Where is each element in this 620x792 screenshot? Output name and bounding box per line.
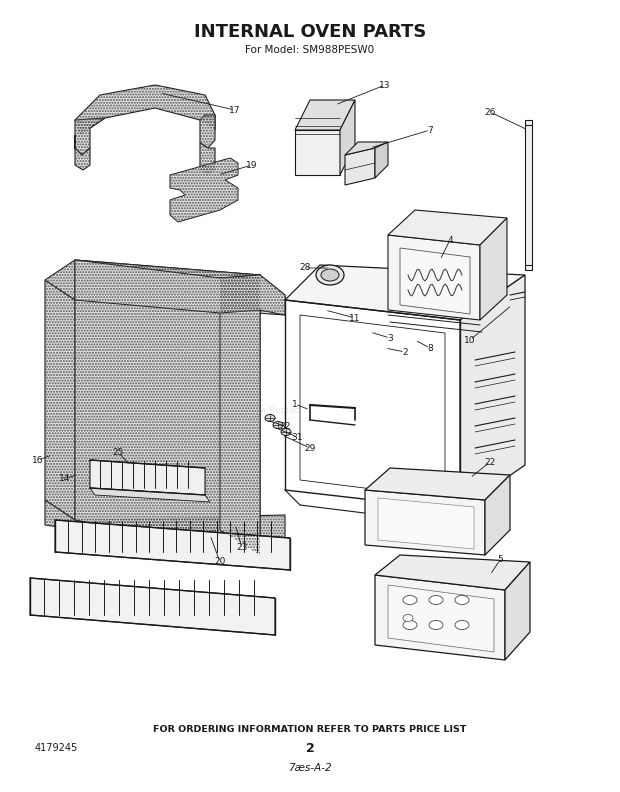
Polygon shape [375,575,505,660]
Polygon shape [378,498,474,549]
Ellipse shape [273,421,283,428]
Polygon shape [200,143,215,175]
Ellipse shape [429,620,443,630]
Ellipse shape [403,615,413,622]
Text: 13: 13 [379,81,391,89]
Text: 20: 20 [215,558,226,566]
Polygon shape [485,475,510,555]
Text: 14: 14 [60,474,71,482]
Ellipse shape [403,596,417,604]
Text: For Model: SM988PESW0: For Model: SM988PESW0 [246,45,374,55]
Polygon shape [345,148,375,185]
Polygon shape [30,578,275,635]
Polygon shape [45,500,285,555]
Polygon shape [55,520,290,570]
Text: 28: 28 [299,264,311,272]
Ellipse shape [455,620,469,630]
Polygon shape [460,275,525,510]
Text: 7: 7 [427,125,433,135]
Text: 10: 10 [464,336,476,345]
Text: FOR ORDERING INFORMATION REFER TO PARTS PRICE LIST: FOR ORDERING INFORMATION REFER TO PARTS … [153,725,467,734]
Text: 4: 4 [447,235,453,245]
Text: 32: 32 [280,421,291,431]
Polygon shape [75,118,105,155]
Ellipse shape [281,428,291,436]
Polygon shape [375,142,388,178]
Polygon shape [388,210,507,245]
Text: 16: 16 [32,455,44,464]
Polygon shape [345,142,388,155]
Polygon shape [45,280,75,520]
Polygon shape [75,260,260,555]
Polygon shape [75,85,215,135]
Polygon shape [340,100,355,175]
Polygon shape [75,135,90,170]
Text: 5: 5 [497,555,503,565]
Text: 26: 26 [484,108,495,116]
Text: 11: 11 [349,314,361,322]
Text: 8: 8 [427,344,433,352]
Ellipse shape [429,596,443,604]
Polygon shape [295,130,340,175]
Polygon shape [505,562,530,660]
Text: 4179245: 4179245 [35,743,78,753]
Polygon shape [388,585,494,652]
Text: 25: 25 [112,447,123,456]
Text: 7æs-A-2: 7æs-A-2 [288,763,332,773]
Polygon shape [375,555,530,590]
Text: 19: 19 [246,161,258,169]
Ellipse shape [403,620,417,630]
Ellipse shape [316,265,344,285]
Polygon shape [365,490,485,555]
Ellipse shape [455,596,469,604]
Polygon shape [75,260,285,315]
Text: 2: 2 [402,348,408,356]
Ellipse shape [265,414,275,421]
Polygon shape [170,158,238,222]
Polygon shape [90,460,205,495]
Text: 2: 2 [306,741,314,755]
Text: 3: 3 [387,333,393,342]
Polygon shape [90,488,210,502]
Text: 1: 1 [292,399,298,409]
Polygon shape [365,468,510,500]
Polygon shape [400,248,470,314]
Text: 29: 29 [304,444,316,452]
Polygon shape [285,265,525,320]
Text: 17: 17 [229,105,241,115]
Polygon shape [200,115,215,148]
Polygon shape [388,235,480,320]
Polygon shape [220,275,260,555]
Polygon shape [295,100,355,130]
Polygon shape [480,218,507,320]
Text: www.ReplacementParts.com: www.ReplacementParts.com [246,406,374,414]
Polygon shape [525,120,532,270]
Polygon shape [300,315,445,498]
Polygon shape [45,260,285,315]
Text: 23: 23 [236,543,247,553]
Text: 31: 31 [291,432,303,441]
Text: INTERNAL OVEN PARTS: INTERNAL OVEN PARTS [194,23,426,41]
Text: 22: 22 [484,458,495,466]
Ellipse shape [321,269,339,281]
